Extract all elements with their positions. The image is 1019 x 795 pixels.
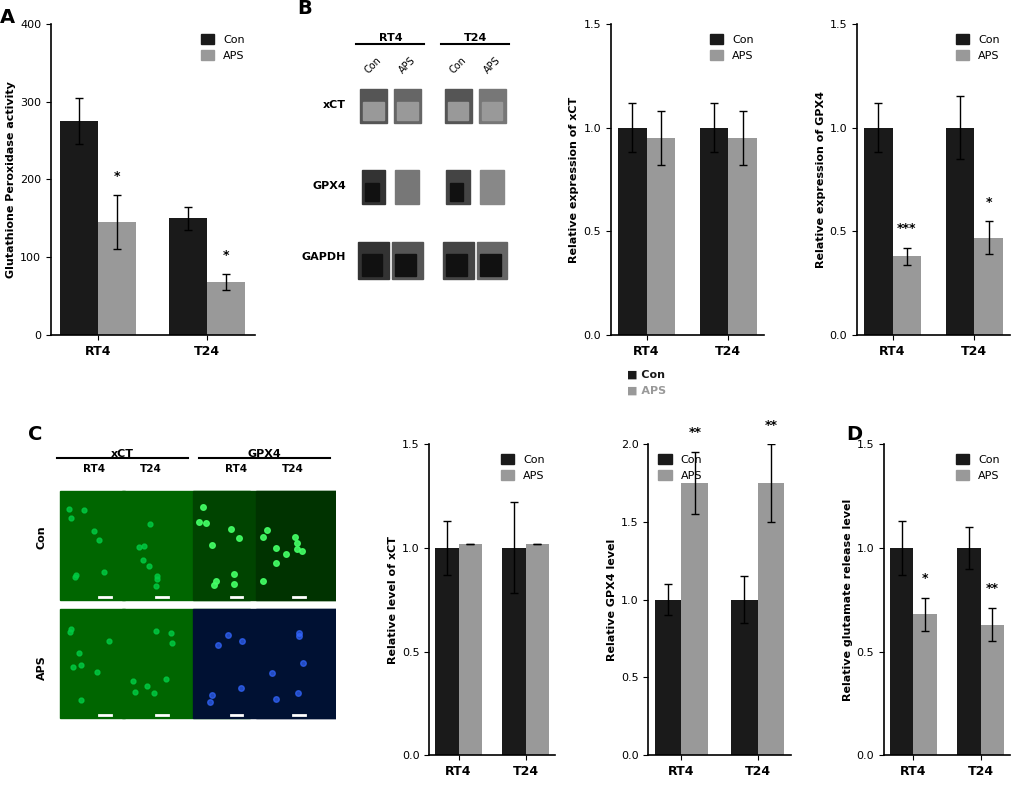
Text: xCT: xCT <box>323 99 345 110</box>
Bar <box>169 219 207 335</box>
Y-axis label: Relative expression of GPX4: Relative expression of GPX4 <box>815 91 824 268</box>
Bar <box>256 609 518 718</box>
Bar <box>757 483 784 755</box>
Legend: Con, APS: Con, APS <box>705 29 757 65</box>
Text: RT4: RT4 <box>225 464 247 475</box>
Text: RT4: RT4 <box>83 464 105 475</box>
Bar <box>446 170 470 204</box>
Text: *: * <box>223 249 229 262</box>
Bar <box>449 183 463 201</box>
Y-axis label: Relative level of xCT: Relative level of xCT <box>387 536 397 664</box>
Bar <box>194 609 392 718</box>
Text: A: A <box>0 8 15 27</box>
Legend: Con, APS: Con, APS <box>653 449 706 486</box>
Bar <box>434 548 459 755</box>
Bar <box>194 491 392 599</box>
Bar <box>459 544 482 755</box>
Text: Con: Con <box>37 525 47 549</box>
Text: *: * <box>114 169 120 183</box>
Text: T24: T24 <box>282 464 304 475</box>
Bar <box>654 599 681 755</box>
Legend: Con, APS: Con, APS <box>951 449 1004 486</box>
Legend: Con, APS: Con, APS <box>196 29 249 65</box>
Bar <box>363 102 383 120</box>
Bar <box>59 609 125 718</box>
Bar <box>360 89 386 123</box>
Bar <box>60 121 98 335</box>
Bar <box>482 102 502 120</box>
Y-axis label: Relative glutamate release level: Relative glutamate release level <box>842 498 852 700</box>
Bar <box>945 127 973 335</box>
Bar <box>973 238 1002 335</box>
Text: **: ** <box>984 583 998 595</box>
Text: **: ** <box>763 418 776 432</box>
Bar <box>525 544 548 755</box>
Bar <box>447 102 468 120</box>
Bar <box>699 127 728 335</box>
Text: GPX4: GPX4 <box>312 180 345 191</box>
Bar <box>480 170 503 204</box>
Bar <box>122 609 251 718</box>
Y-axis label: Relative GPX4 level: Relative GPX4 level <box>606 538 616 661</box>
Bar <box>207 282 246 335</box>
Bar <box>956 548 979 755</box>
Y-axis label: Glutathione Peroxidase activity: Glutathione Peroxidase activity <box>6 81 16 278</box>
Bar <box>395 170 419 204</box>
Bar <box>979 625 1003 755</box>
Legend: Con, APS: Con, APS <box>951 29 1004 65</box>
Text: Con: Con <box>447 55 468 76</box>
Bar <box>477 242 507 279</box>
Text: T24: T24 <box>140 464 161 475</box>
Text: C: C <box>29 425 43 444</box>
Text: ■ APS: ■ APS <box>627 386 665 396</box>
Bar <box>442 242 473 279</box>
Text: *: * <box>921 572 927 585</box>
Text: APS: APS <box>396 55 417 76</box>
Bar <box>98 223 137 335</box>
Text: APS: APS <box>37 656 47 681</box>
Bar <box>681 483 707 755</box>
Text: xCT: xCT <box>111 448 133 459</box>
Text: ***: *** <box>897 223 916 235</box>
Bar <box>728 138 756 335</box>
Bar <box>892 256 920 335</box>
Bar <box>391 242 422 279</box>
Text: D: D <box>846 425 862 444</box>
Bar <box>446 254 467 276</box>
Bar <box>731 599 757 755</box>
Text: GAPDH: GAPDH <box>302 252 345 262</box>
Legend: Con, APS: Con, APS <box>496 449 549 486</box>
Text: APS: APS <box>482 55 502 76</box>
Bar <box>361 170 385 204</box>
Bar <box>478 89 505 123</box>
Bar <box>395 254 416 276</box>
Bar <box>889 548 912 755</box>
Text: B: B <box>297 0 312 18</box>
Bar <box>393 89 421 123</box>
Bar <box>59 491 125 599</box>
Text: RT4: RT4 <box>378 33 401 43</box>
Text: ■ Con: ■ Con <box>627 370 664 380</box>
Text: **: ** <box>688 426 701 440</box>
Bar <box>863 127 892 335</box>
Bar <box>361 254 381 276</box>
Text: GPX4: GPX4 <box>248 448 281 459</box>
Bar <box>480 254 500 276</box>
Bar <box>618 127 646 335</box>
Bar <box>365 183 378 201</box>
Bar <box>358 242 388 279</box>
Text: T24: T24 <box>463 33 486 43</box>
Bar <box>396 102 417 120</box>
Text: *: * <box>984 196 990 208</box>
Text: Con: Con <box>363 55 383 76</box>
Bar <box>256 491 518 599</box>
Bar <box>501 548 525 755</box>
Y-axis label: Relative expression of xCT: Relative expression of xCT <box>569 96 579 262</box>
Bar <box>444 89 472 123</box>
Bar <box>122 491 251 599</box>
Bar <box>646 138 675 335</box>
Bar <box>912 615 935 755</box>
